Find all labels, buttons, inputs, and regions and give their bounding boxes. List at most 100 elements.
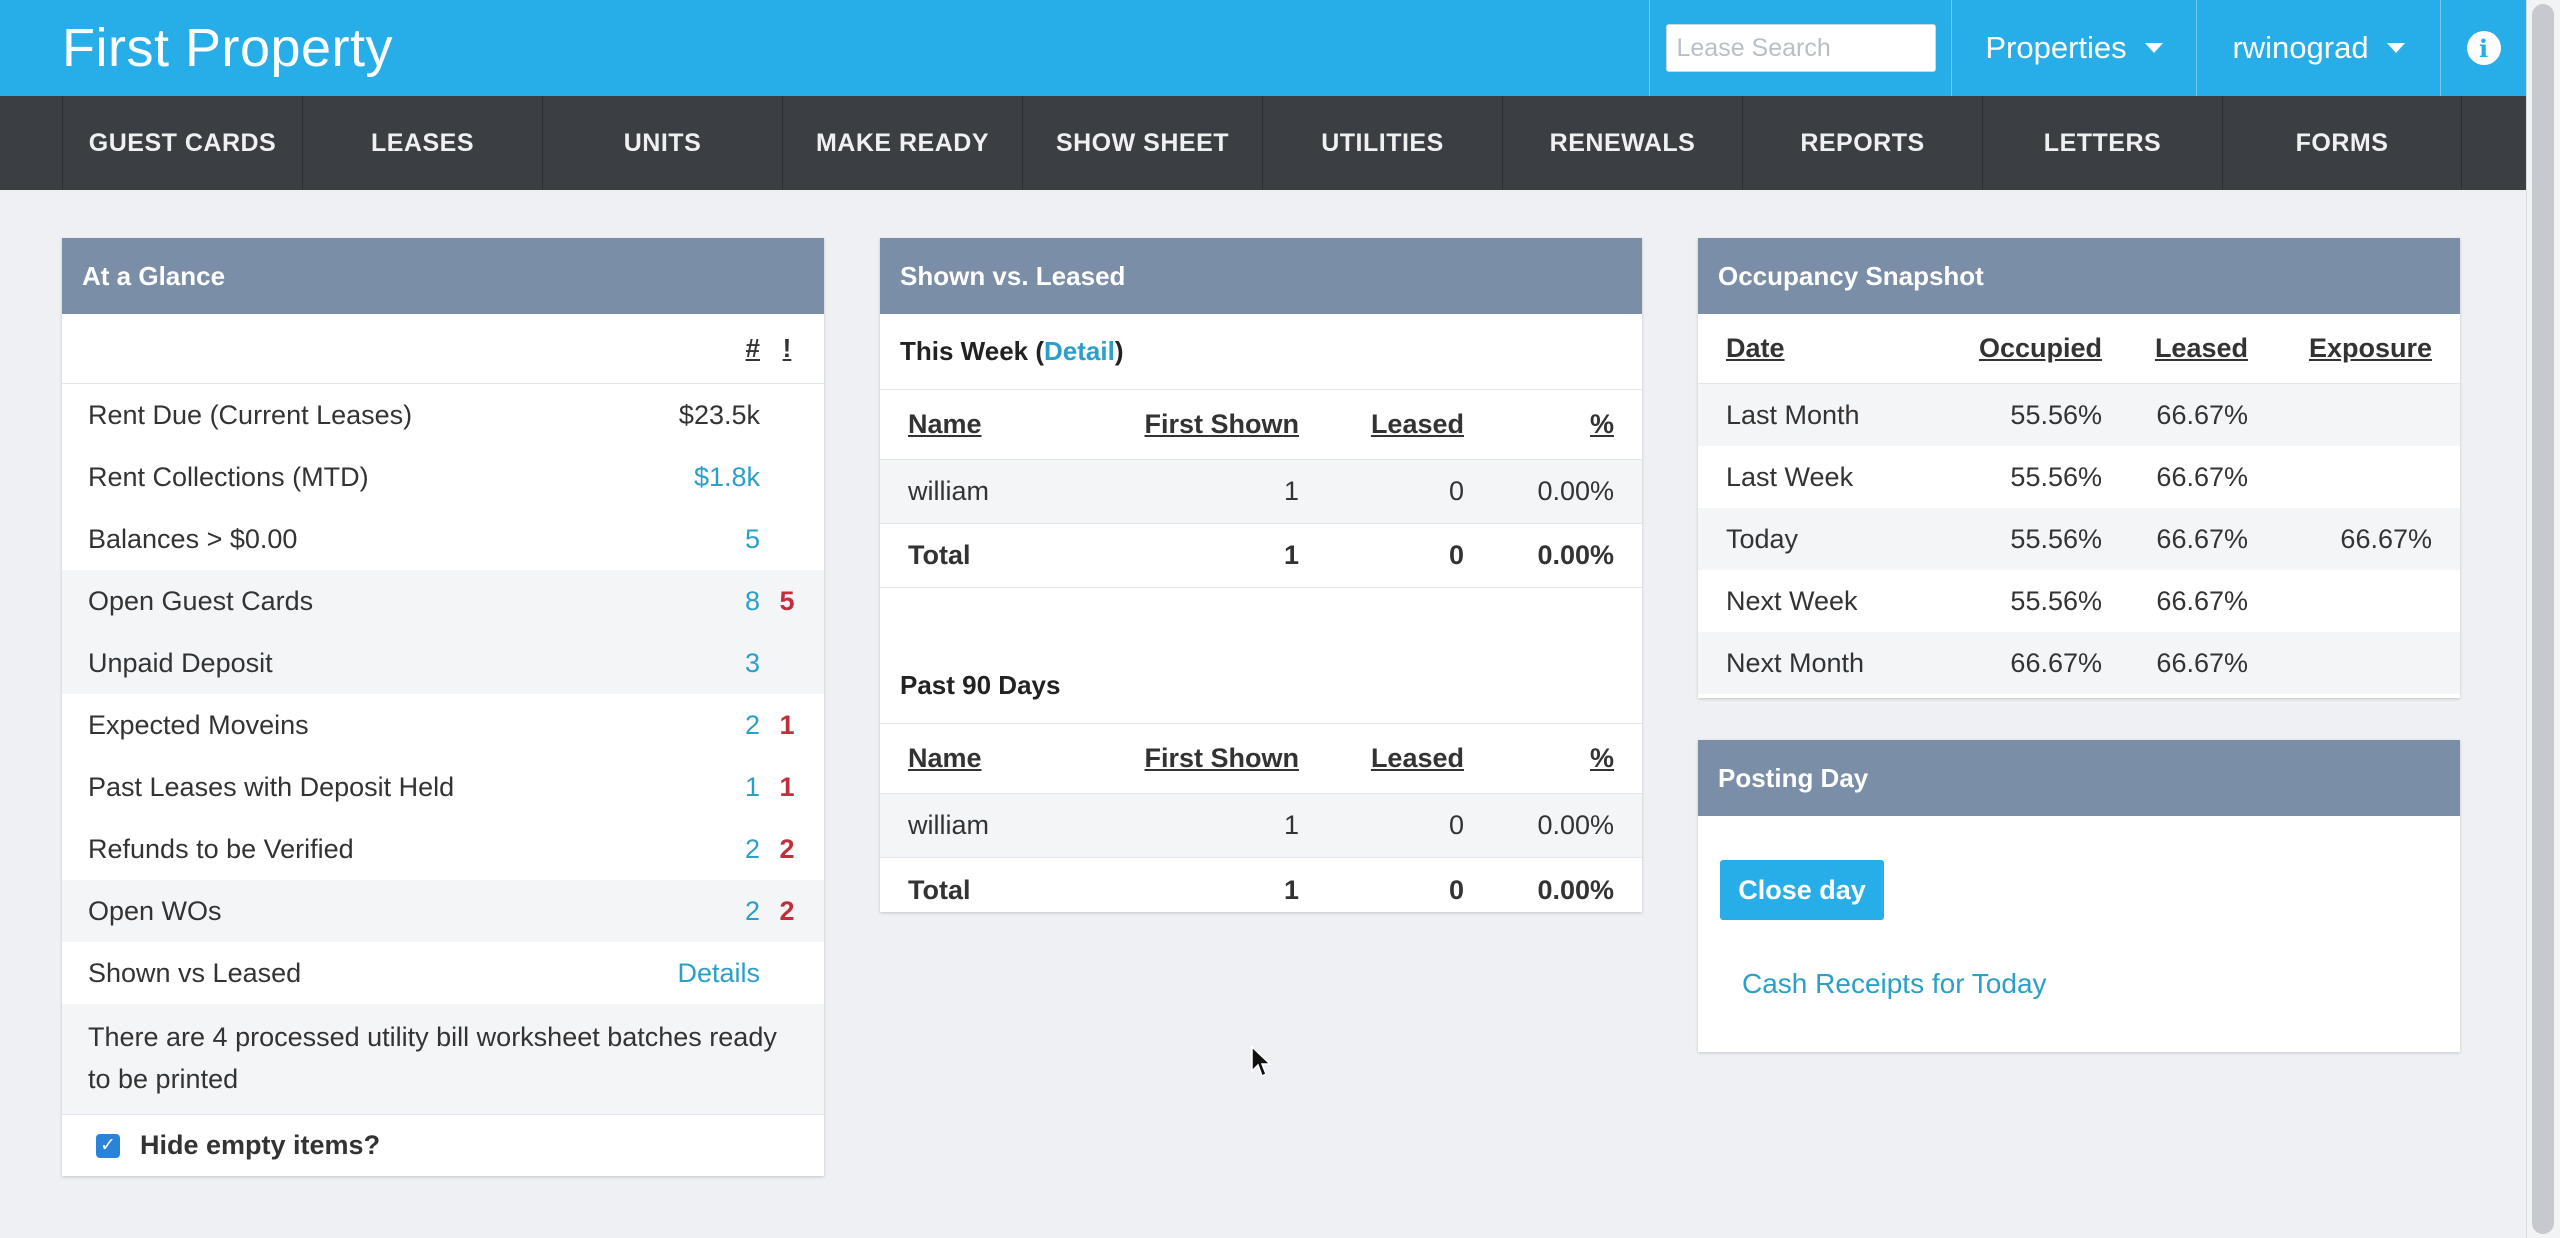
- cell-leased: 0: [1448, 810, 1464, 840]
- glance-row: Open Guest Cards 8 5: [62, 570, 824, 632]
- this-week-label: This Week: [900, 336, 1029, 366]
- date-column-header[interactable]: Date: [1726, 333, 1785, 363]
- nav-reports[interactable]: REPORTS: [1742, 96, 1982, 190]
- scrollbar-thumb[interactable]: [2532, 4, 2554, 1234]
- cell-leased: 0: [1448, 874, 1464, 905]
- glance-row-value-link[interactable]: 2: [744, 833, 760, 864]
- user-dropdown[interactable]: rwinograd: [2196, 0, 2440, 96]
- cell-first-shown: 1: [1283, 476, 1299, 506]
- percent-column-header[interactable]: %: [1589, 743, 1614, 773]
- glance-row-alert[interactable]: 1: [779, 771, 795, 802]
- glance-row-value-link[interactable]: 2: [744, 709, 760, 740]
- nav-make-ready[interactable]: MAKE READY: [782, 96, 1022, 190]
- cell-name: william: [908, 810, 989, 840]
- leased-column-header[interactable]: Leased: [1370, 409, 1464, 439]
- cell-occupied: 55.56%: [2010, 461, 2102, 492]
- cell-leased: 66.67%: [2156, 647, 2248, 678]
- header-actions: Properties rwinograd i: [1649, 0, 2526, 96]
- nav-units[interactable]: UNITS: [542, 96, 782, 190]
- panel-title: Occupancy Snapshot: [1698, 238, 2460, 314]
- glance-row-alert[interactable]: 5: [779, 585, 795, 616]
- cell-occupied: 55.56%: [2010, 585, 2102, 616]
- glance-row-value-link[interactable]: 3: [744, 647, 760, 678]
- table-total-row: Total 1 0 0.00%: [880, 858, 1642, 922]
- name-column-header[interactable]: Name: [908, 409, 982, 439]
- brand-title[interactable]: First Property: [62, 18, 394, 78]
- count-column-header[interactable]: #: [745, 333, 760, 363]
- glance-row-value: $23.5k: [678, 399, 760, 430]
- leased-column-header[interactable]: Leased: [1370, 743, 1464, 773]
- table-row: Next Month 66.67% 66.67%: [1698, 632, 2460, 694]
- detail-link[interactable]: Detail: [1044, 336, 1115, 366]
- lease-search-input[interactable]: [1665, 24, 1936, 72]
- glance-row-label: Past Leases with Deposit Held: [88, 771, 455, 802]
- glance-row: Shown vs Leased Details: [62, 942, 824, 1004]
- cell-exposure: 66.67%: [2340, 523, 2432, 554]
- mouse-cursor-icon: [1251, 1045, 1272, 1078]
- properties-dropdown-label: Properties: [1985, 30, 2127, 65]
- lease-search-wrap: [1649, 0, 1951, 96]
- cash-receipts-link[interactable]: Cash Receipts for Today: [1742, 968, 2047, 999]
- glance-row: Rent Collections (MTD) $1.8k: [62, 446, 824, 508]
- hide-empty-toggle[interactable]: ✓ Hide empty items?: [62, 1114, 824, 1176]
- properties-dropdown[interactable]: Properties: [1951, 0, 2196, 96]
- cell-date: Last Month: [1726, 399, 1860, 430]
- glance-row-alert[interactable]: 2: [779, 895, 795, 926]
- exposure-column-header[interactable]: Exposure: [2308, 333, 2432, 363]
- close-day-button[interactable]: Close day: [1720, 860, 1884, 920]
- nav-forms[interactable]: FORMS: [2222, 96, 2462, 190]
- panel-title: At a Glance: [62, 238, 824, 314]
- this-week-heading: This Week (Detail): [880, 314, 1642, 390]
- glance-row-value-link[interactable]: $1.8k: [693, 461, 760, 492]
- occupied-column-header[interactable]: Occupied: [1978, 333, 2102, 363]
- info-button[interactable]: i: [2440, 0, 2526, 96]
- at-a-glance-panel: At a Glance # ! Rent Due (Current Leases…: [62, 238, 824, 1176]
- glance-row-label: Unpaid Deposit: [88, 647, 273, 678]
- nav-show-sheet[interactable]: SHOW SHEET: [1022, 96, 1262, 190]
- cell-first-shown: 1: [1283, 810, 1299, 840]
- glance-row: Rent Due (Current Leases) $23.5k: [62, 384, 824, 446]
- glance-row-value-link[interactable]: 2: [744, 895, 760, 926]
- cell-name: Total: [908, 540, 971, 570]
- nav-leases[interactable]: LEASES: [302, 96, 542, 190]
- name-column-header[interactable]: Name: [908, 743, 982, 773]
- leased-column-header[interactable]: Leased: [2154, 333, 2248, 363]
- cell-date: Today: [1726, 523, 1799, 554]
- cell-first-shown: 1: [1283, 540, 1299, 570]
- percent-column-header[interactable]: %: [1589, 409, 1614, 439]
- nav-guest-cards[interactable]: GUEST CARDS: [62, 96, 302, 190]
- first-shown-column-header[interactable]: First Shown: [1144, 409, 1300, 439]
- glance-row: Expected Moveins 2 1: [62, 694, 824, 756]
- glance-row-label: Shown vs Leased: [88, 957, 302, 988]
- first-shown-column-header[interactable]: First Shown: [1144, 743, 1300, 773]
- glance-header-row: # !: [62, 314, 824, 384]
- glance-row-value-link[interactable]: 1: [744, 771, 760, 802]
- cell-leased: 66.67%: [2156, 523, 2248, 554]
- glance-row-label: Expected Moveins: [88, 709, 309, 740]
- glance-row-value-link[interactable]: 5: [744, 523, 760, 554]
- section-spacer: [880, 588, 1642, 648]
- shown-vs-leased-details-link[interactable]: Details: [677, 957, 760, 988]
- nav-renewals[interactable]: RENEWALS: [1502, 96, 1742, 190]
- cell-leased: 66.67%: [2156, 585, 2248, 616]
- page-scrollbar[interactable]: [2526, 0, 2560, 1238]
- hide-empty-label[interactable]: Hide empty items?: [140, 1130, 381, 1160]
- table-row: Today 55.56% 66.67% 66.67%: [1698, 508, 2460, 570]
- glance-row-value-link[interactable]: 8: [744, 585, 760, 616]
- table-row: Last Month 55.56% 66.67%: [1698, 384, 2460, 446]
- cell-occupied: 66.67%: [2010, 647, 2102, 678]
- glance-row-alert[interactable]: 2: [779, 833, 795, 864]
- glance-row-alert[interactable]: 1: [779, 709, 795, 740]
- nav-letters[interactable]: LETTERS: [1982, 96, 2222, 190]
- top-header: First Property Properties rwinograd i: [0, 0, 2526, 96]
- alert-column-header[interactable]: !: [782, 333, 792, 363]
- utility-batches-note: There are 4 processed utility bill works…: [62, 1004, 824, 1114]
- table-total-row: Total 1 0 0.00%: [880, 524, 1642, 588]
- glance-row-label: Open Guest Cards: [88, 585, 314, 616]
- table-row: Next Week 55.56% 66.67%: [1698, 570, 2460, 632]
- hide-empty-checkbox[interactable]: ✓: [96, 1133, 120, 1158]
- panel-title: Posting Day: [1698, 740, 2460, 816]
- glance-row-label: Refunds to be Verified: [88, 833, 354, 864]
- cell-first-shown: 1: [1283, 874, 1299, 905]
- nav-utilities[interactable]: UTILITIES: [1262, 96, 1502, 190]
